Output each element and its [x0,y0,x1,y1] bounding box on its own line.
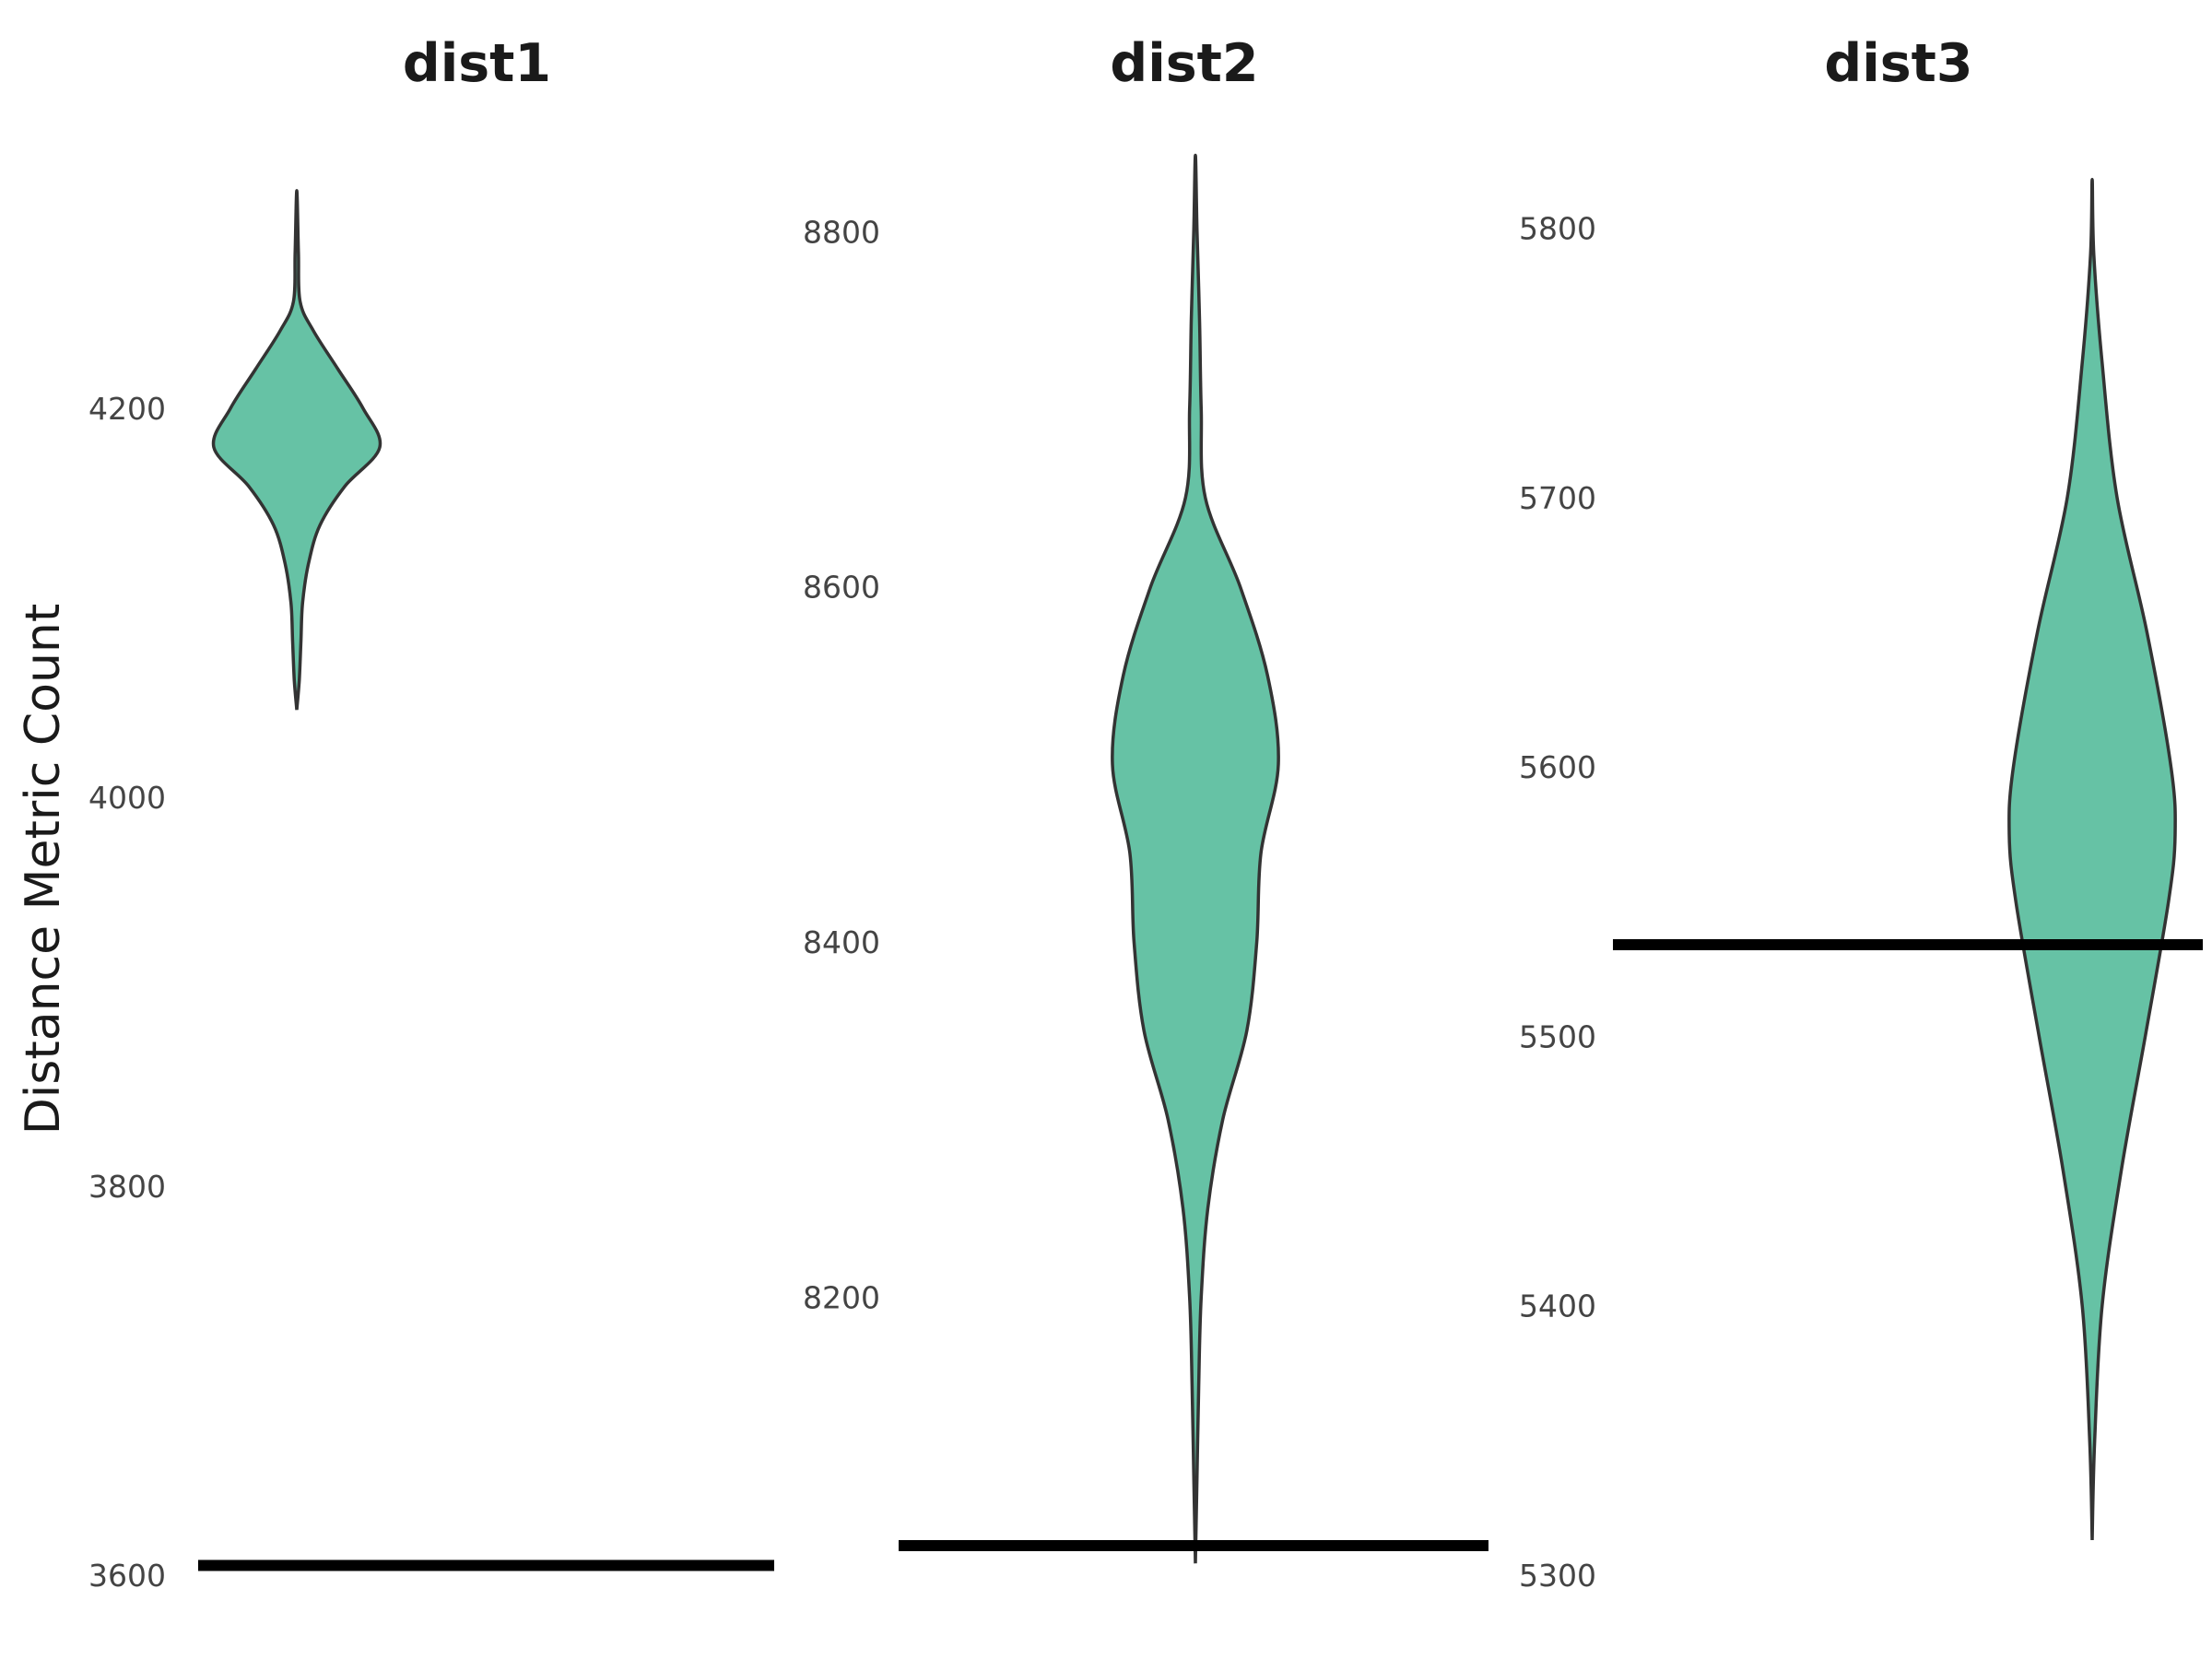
y-tick-label: 5800 [1519,210,1596,246]
y-tick-label: 5500 [1519,1018,1596,1054]
panel-title: dist1 [403,33,551,94]
y-tick-label: 4000 [88,780,166,816]
panel-title: dist2 [1110,33,1258,94]
violin-body [211,189,382,711]
panel-dist3: dist3 5300 5400 5500 5600 5700 5800 [1519,33,2203,1594]
y-tick-label: 4200 [88,391,166,427]
y-tick-label: 8200 [803,1279,880,1315]
panel-dist2: dist2 8200 8400 8600 8800 [803,33,1488,1564]
y-axis-label: Distance Metric Count [16,604,71,1135]
violin-body [1111,153,1280,1564]
y-tick-label: 3600 [88,1558,166,1594]
y-tick-label: 3800 [88,1169,166,1205]
violin-body [2007,178,2177,1541]
panel-title: dist3 [1824,33,1972,94]
y-tick-label: 5300 [1519,1558,1596,1594]
panels: dist1 3600 3800 4000 4200 dist2 8200 8400 8600 88… [88,33,2203,1594]
panel-dist1: dist1 3600 3800 4000 4200 [88,33,774,1594]
y-tick-label: 8400 [803,924,880,960]
y-tick-label: 8800 [803,214,880,250]
y-tick-label: 5600 [1519,749,1596,785]
y-tick-label: 8600 [803,570,880,606]
y-tick-label: 5700 [1519,480,1596,516]
y-tick-label: 5400 [1519,1288,1596,1324]
